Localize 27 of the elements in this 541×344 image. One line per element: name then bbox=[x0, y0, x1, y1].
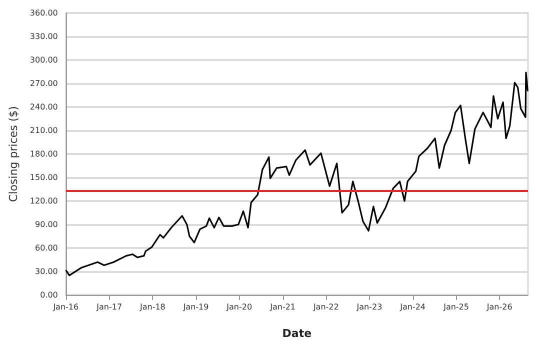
x-tick-label: Jan-22 bbox=[312, 302, 339, 312]
y-axis-title: Closing prices ($) bbox=[7, 106, 20, 202]
y-tick-label: 90.00 bbox=[34, 220, 58, 229]
x-tick-label: Jan-20 bbox=[226, 302, 252, 312]
x-tick-label: Jan-24 bbox=[399, 302, 426, 312]
x-tick-label: Jan-25 bbox=[442, 302, 469, 312]
x-tick-label: Jan-19 bbox=[182, 302, 209, 312]
y-tick-label: 330.00 bbox=[30, 32, 58, 41]
y-tick-label: 60.00 bbox=[34, 244, 58, 252]
x-tick-label: Jan-17 bbox=[96, 302, 122, 312]
y-tick-label: 240.00 bbox=[30, 102, 58, 112]
y-tick-label: 120.00 bbox=[30, 196, 58, 206]
x-tick-label: Jan-23 bbox=[356, 302, 382, 312]
y-tick-label: 300.00 bbox=[30, 56, 58, 64]
line-series bbox=[65, 72, 528, 276]
x-tick-label: Jan-16 bbox=[52, 302, 79, 312]
x-tick-label: Jan-26 bbox=[486, 302, 512, 312]
x-axis-title: Date bbox=[282, 327, 312, 340]
y-tick-label: 0.00 bbox=[40, 290, 58, 300]
x-tick-label: Jan-18 bbox=[138, 302, 166, 312]
y-tick-label: 210.00 bbox=[30, 126, 58, 135]
y-tick-label: 150.00 bbox=[30, 173, 58, 182]
y-tick-label: 360.00 bbox=[30, 8, 58, 18]
y-tick-label: 180.00 bbox=[30, 150, 58, 158]
x-tick-label: Jan-21 bbox=[269, 302, 296, 312]
y-tick-label: 270.00 bbox=[30, 79, 58, 88]
y-tick-label: 30.00 bbox=[34, 267, 58, 276]
